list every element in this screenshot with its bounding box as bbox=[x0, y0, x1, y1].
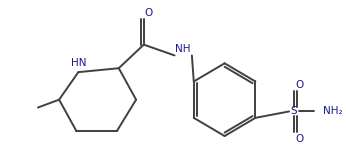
Text: O: O bbox=[295, 80, 304, 90]
Text: NH: NH bbox=[175, 44, 191, 54]
Text: NH₂: NH₂ bbox=[323, 106, 342, 116]
Text: O: O bbox=[145, 8, 153, 18]
Text: S: S bbox=[291, 106, 297, 116]
Text: HN: HN bbox=[71, 58, 86, 68]
Text: O: O bbox=[295, 134, 304, 144]
